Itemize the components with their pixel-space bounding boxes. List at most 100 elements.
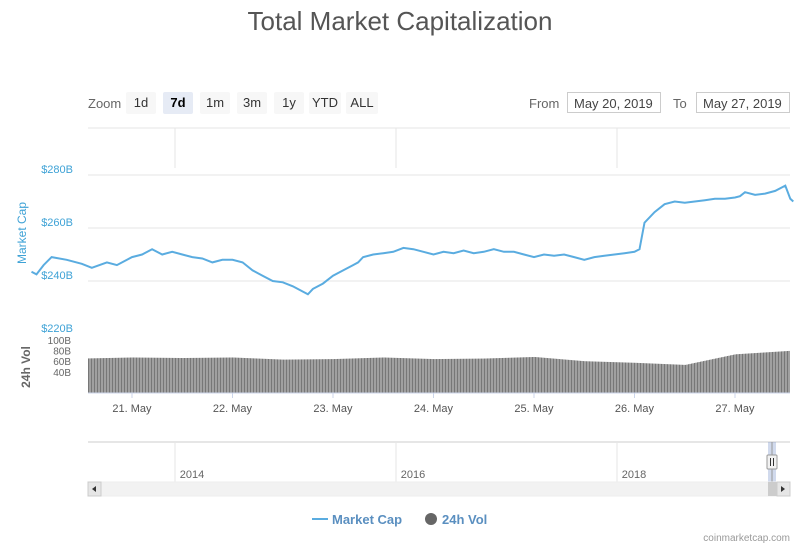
to-date-input[interactable]: May 27, 2019 bbox=[696, 92, 790, 113]
volume-bar bbox=[428, 358, 430, 393]
volume-bar bbox=[773, 351, 775, 393]
volume-bar bbox=[481, 358, 483, 393]
volume-bar bbox=[94, 358, 96, 393]
volume-bar bbox=[425, 358, 427, 393]
volume-bar bbox=[476, 358, 478, 393]
volume-bar bbox=[182, 358, 184, 393]
volume-bars bbox=[88, 350, 790, 393]
volume-bar bbox=[287, 359, 289, 393]
legend-label-24h-vol: 24h Vol bbox=[442, 512, 487, 527]
volume-bar bbox=[161, 357, 163, 393]
zoom-1y-button[interactable]: 1y bbox=[274, 92, 304, 114]
zoom-all-button[interactable]: ALL bbox=[346, 92, 378, 114]
volume-bar bbox=[530, 357, 532, 393]
volume-bar bbox=[181, 358, 183, 393]
volume-bar bbox=[646, 363, 648, 393]
volume-bar bbox=[385, 357, 387, 393]
volume-bar bbox=[239, 357, 241, 393]
navigator-handle[interactable] bbox=[766, 454, 778, 470]
volume-bar bbox=[767, 352, 769, 393]
scrollbar-thumb[interactable] bbox=[768, 482, 777, 496]
legend-label-market-cap: Market Cap bbox=[332, 512, 402, 527]
volume-axis-title: 24h Vol bbox=[19, 346, 33, 388]
legend-item-24h-vol[interactable]: 24h Vol bbox=[425, 512, 487, 527]
volume-bar bbox=[116, 357, 118, 393]
volume-bar bbox=[305, 359, 307, 393]
volume-bar bbox=[511, 357, 513, 393]
volume-bar bbox=[518, 357, 520, 393]
volume-bar bbox=[479, 358, 481, 393]
volume-bar bbox=[335, 359, 337, 393]
volume-bar bbox=[304, 359, 306, 393]
volume-bar bbox=[356, 358, 358, 393]
volume-bar bbox=[253, 358, 255, 393]
volume-bar bbox=[121, 357, 123, 393]
volume-bar bbox=[460, 358, 462, 393]
volume-bar bbox=[580, 360, 582, 393]
volume-bar bbox=[604, 361, 606, 393]
volume-bar bbox=[595, 361, 597, 393]
zoom-7d-button[interactable]: 7d bbox=[163, 92, 193, 114]
volume-bar bbox=[400, 358, 402, 393]
volume-bar bbox=[536, 357, 538, 393]
volume-bar bbox=[110, 357, 112, 393]
volume-bar bbox=[155, 357, 157, 393]
volume-bar bbox=[379, 357, 381, 393]
volume-bar bbox=[520, 357, 522, 393]
volume-bar bbox=[466, 358, 468, 393]
volume-bar bbox=[766, 352, 768, 393]
volume-bar bbox=[440, 359, 442, 393]
zoom-1m-button[interactable]: 1m bbox=[200, 92, 230, 114]
x-tick-label: 26. May bbox=[615, 403, 655, 415]
volume-bar bbox=[569, 359, 571, 393]
volume-bar bbox=[95, 358, 97, 393]
volume-bar bbox=[488, 358, 490, 393]
volume-bar bbox=[391, 357, 393, 393]
volume-bar bbox=[610, 362, 612, 393]
volume-bar bbox=[235, 357, 237, 393]
volume-bar bbox=[244, 357, 246, 393]
x-axis-ticks: 21. May 22. May 23. May 24. May 25. May 26. M… bbox=[112, 393, 755, 415]
volume-bar bbox=[119, 357, 121, 393]
zoom-3m-button[interactable]: 3m bbox=[237, 92, 267, 114]
volume-bar bbox=[463, 358, 465, 393]
volume-bar bbox=[278, 359, 280, 393]
volume-bar bbox=[508, 357, 510, 393]
volume-bar bbox=[224, 357, 226, 393]
volume-bar bbox=[223, 357, 225, 393]
volume-bar bbox=[286, 359, 288, 393]
volume-bar bbox=[200, 357, 202, 393]
volume-bar bbox=[142, 357, 144, 393]
volume-bar bbox=[514, 357, 516, 393]
zoom-ytd-button[interactable]: YTD bbox=[309, 92, 341, 114]
volume-bar bbox=[416, 358, 418, 393]
scrollbar-track[interactable] bbox=[87, 481, 791, 497]
volume-bar bbox=[176, 357, 178, 393]
volume-bar bbox=[658, 363, 660, 393]
from-date-input[interactable]: May 20, 2019 bbox=[567, 92, 661, 113]
volume-bar bbox=[209, 357, 211, 393]
volume-bar bbox=[442, 358, 444, 393]
volume-bar bbox=[556, 358, 558, 393]
volume-bar bbox=[167, 357, 169, 393]
volume-bar bbox=[572, 360, 574, 393]
volume-bar bbox=[343, 358, 345, 393]
volume-bar bbox=[280, 359, 282, 393]
volume-bar bbox=[776, 351, 778, 393]
volume-bar bbox=[190, 357, 192, 393]
volume-bar bbox=[146, 357, 148, 393]
volume-bar bbox=[667, 364, 669, 393]
volume-bar bbox=[137, 357, 139, 393]
arrow-left-icon bbox=[92, 486, 96, 492]
volume-bar bbox=[577, 360, 579, 393]
navigator-year-labels: 2014 2016 2018 bbox=[174, 442, 646, 482]
zoom-1d-button[interactable]: 1d bbox=[126, 92, 156, 114]
volume-bar bbox=[334, 359, 336, 393]
volume-bar bbox=[698, 362, 700, 393]
volume-bar bbox=[257, 358, 259, 393]
volume-bar bbox=[247, 358, 249, 393]
volume-bar bbox=[230, 357, 232, 393]
volume-bar bbox=[307, 359, 309, 393]
legend-item-market-cap[interactable]: Market Cap bbox=[312, 512, 402, 527]
volume-bar bbox=[388, 357, 390, 393]
